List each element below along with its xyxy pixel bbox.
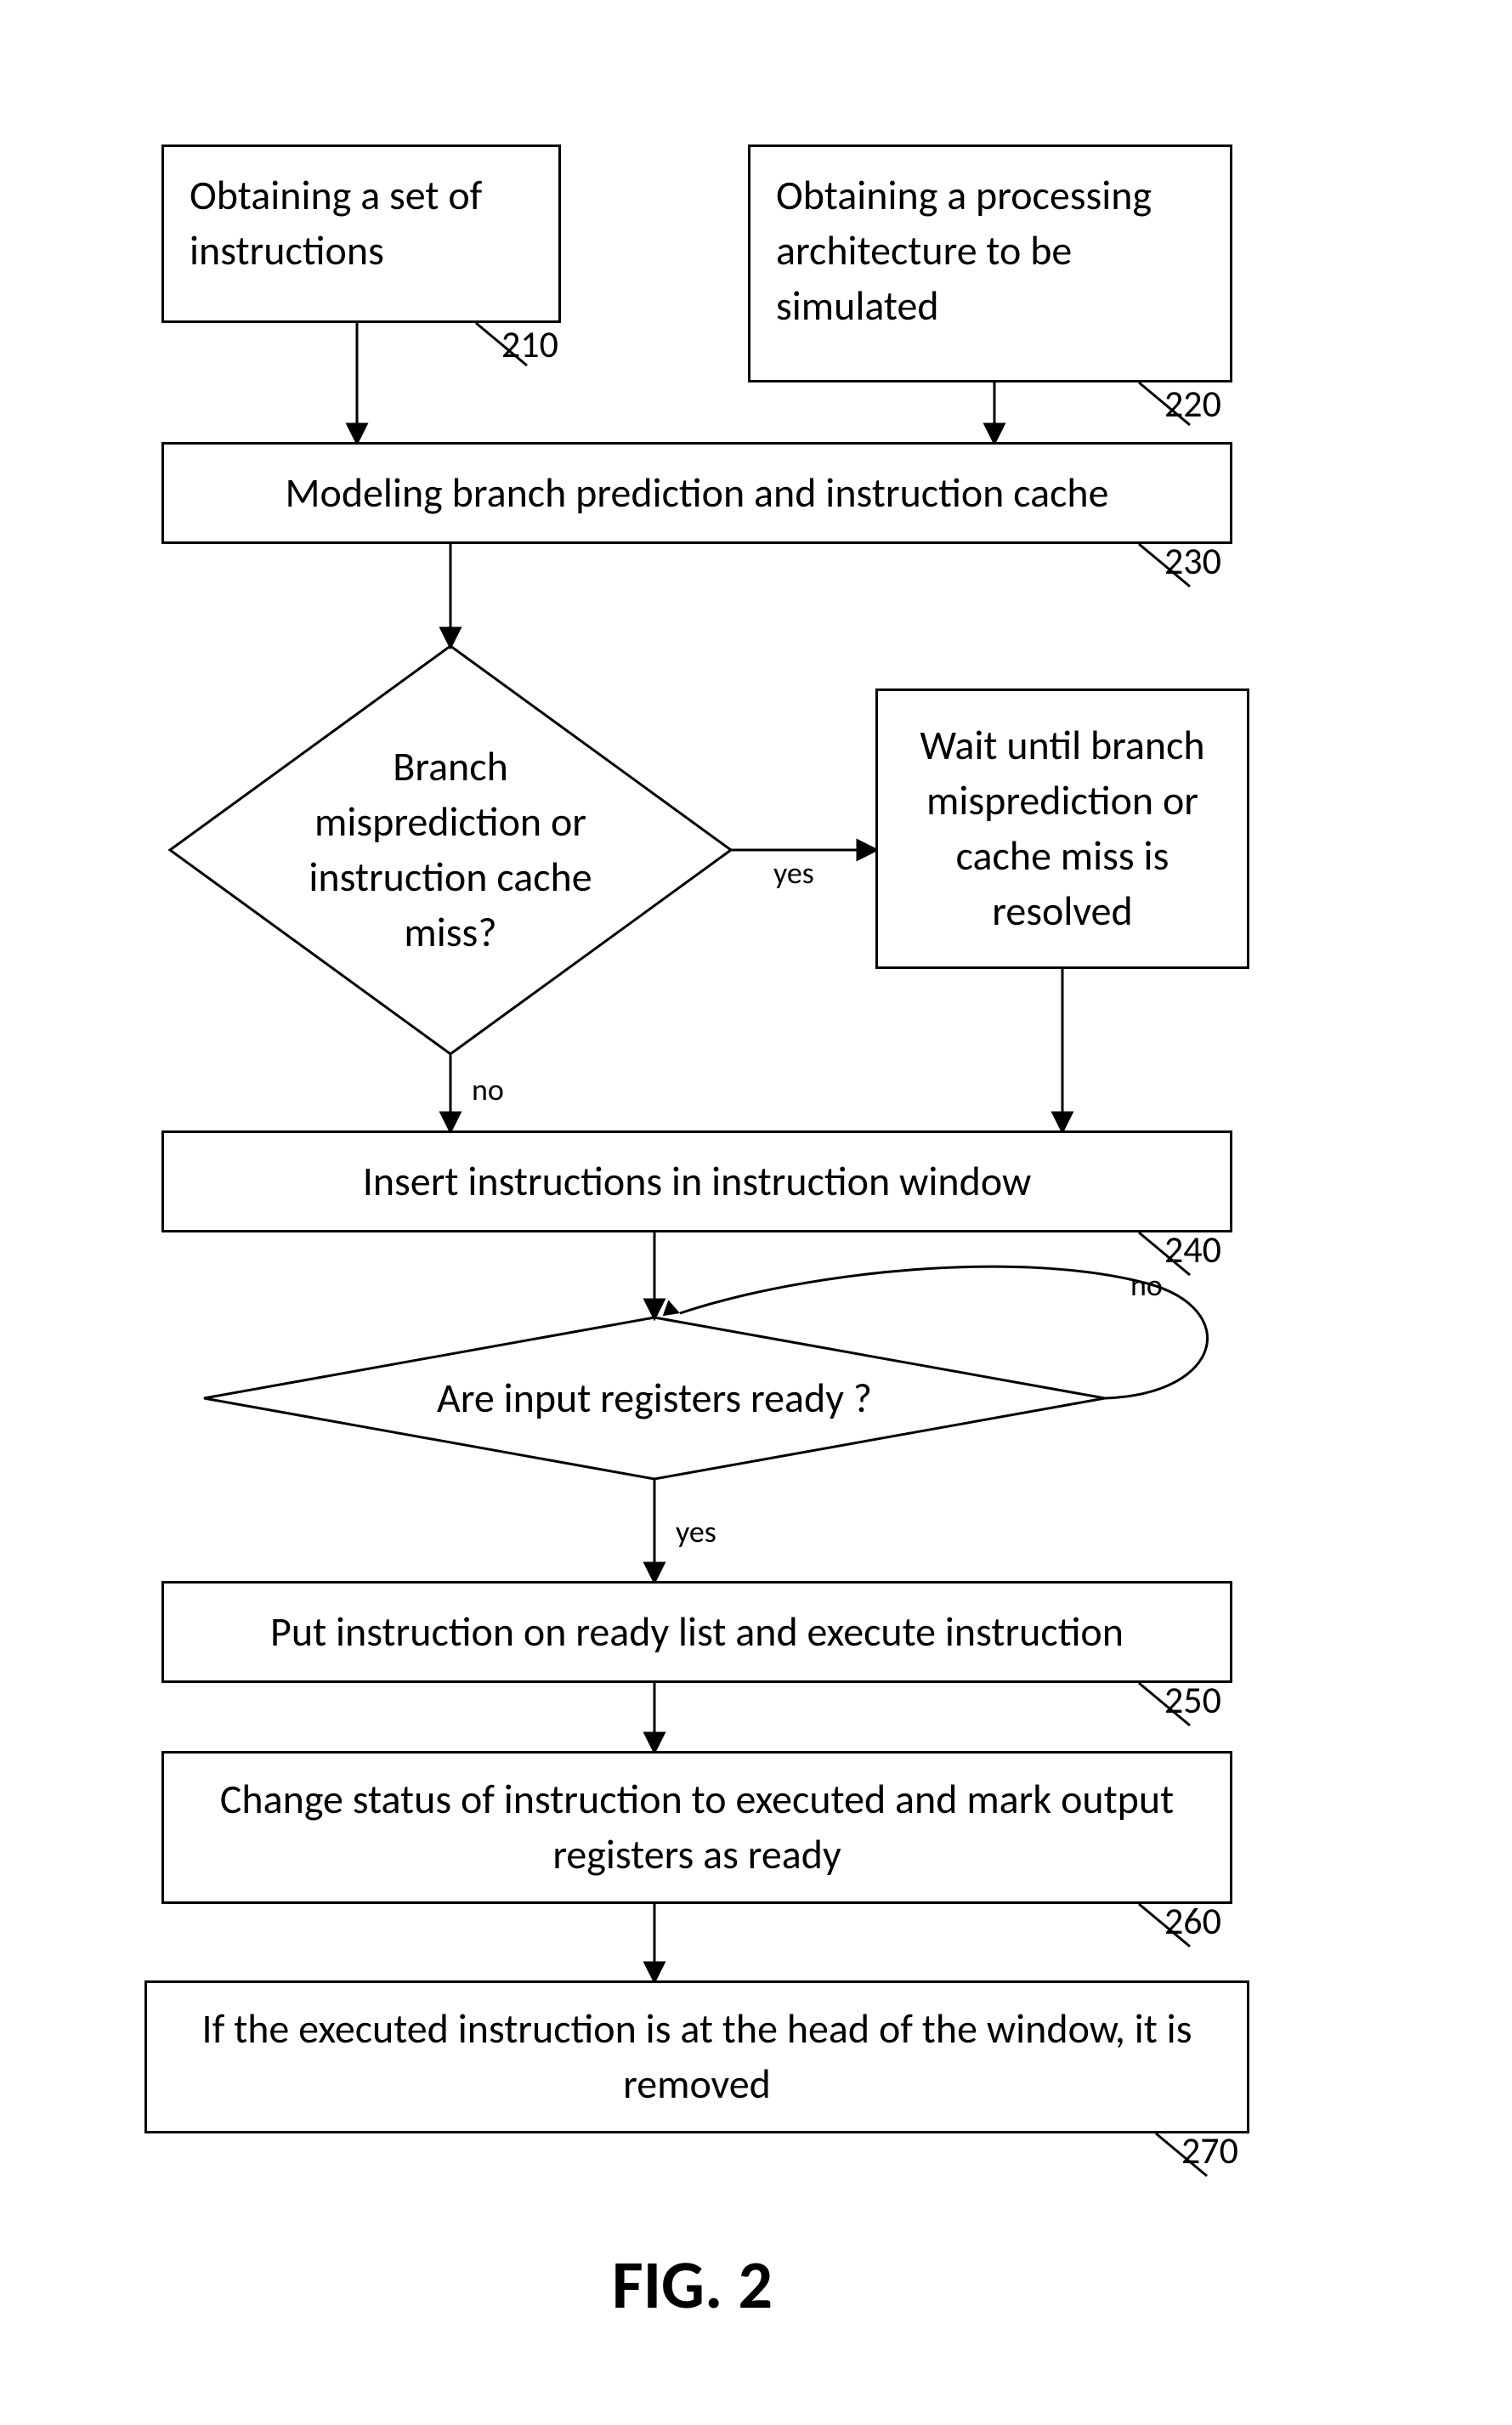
edge-label: yes — [773, 854, 814, 892]
node-text: Modeling branch prediction and instructi… — [285, 466, 1108, 521]
edge-label: yes — [676, 1513, 716, 1550]
decision-registers-ready-text: Are input registers ready ? — [373, 1342, 937, 1455]
ref-label-220: 220 — [1164, 381, 1221, 427]
ref-label-210: 210 — [501, 321, 558, 367]
node-text: Insert instructions in instruction windo… — [363, 1154, 1032, 1210]
node-text: Change status of instruction to executed… — [185, 1772, 1209, 1883]
node-insert-window: Insert instructions in instruction windo… — [161, 1130, 1232, 1232]
figure-title: FIG. 2 — [612, 2244, 773, 2326]
node-text: Obtaining a set of instructions — [190, 168, 533, 279]
node-text: If the executed instruction is at the he… — [168, 2002, 1226, 2112]
edge-label-loop-no: no — [1130, 1266, 1163, 1304]
ref-label-270: 270 — [1181, 2128, 1238, 2173]
node-change-status: Change status of instruction to executed… — [161, 1751, 1232, 1904]
node-wait-resolved: Wait until branch misprediction or cache… — [875, 688, 1249, 969]
ref-label-240: 240 — [1164, 1227, 1221, 1272]
node-text: Put instruction on ready list and execut… — [270, 1605, 1124, 1660]
node-remove-head: If the executed instruction is at the he… — [144, 1980, 1249, 2133]
ref-label-230: 230 — [1164, 538, 1221, 584]
edge-label: no — [472, 1071, 504, 1108]
ref-label-260: 260 — [1164, 1898, 1221, 1944]
decision-branch-mispredict-text: Branch misprediction or instruction cach… — [275, 707, 626, 993]
node-model-branch: Modeling branch prediction and instructi… — [161, 442, 1232, 544]
ref-label-250: 250 — [1164, 1677, 1221, 1723]
node-text: Obtaining a processing architecture to b… — [776, 168, 1204, 333]
node-obtain-architecture: Obtaining a processing architecture to b… — [748, 144, 1232, 382]
node-ready-list: Put instruction on ready list and execut… — [161, 1581, 1232, 1683]
node-obtain-instructions: Obtaining a set of instructions — [161, 144, 561, 323]
page: Obtaining a set of instructions Obtainin… — [0, 0, 1512, 2425]
node-text: Wait until branch misprediction or cache… — [899, 718, 1226, 938]
